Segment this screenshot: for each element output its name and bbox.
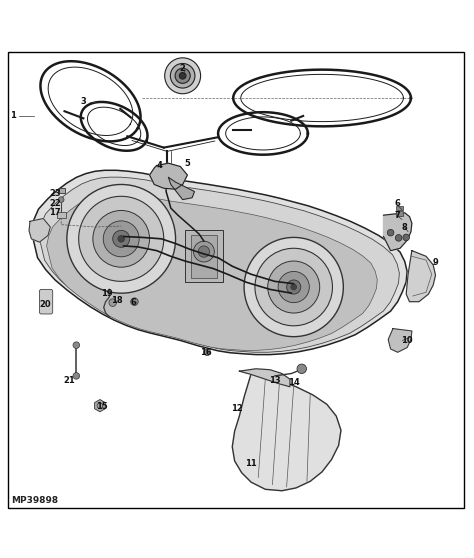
Bar: [396, 211, 403, 216]
Bar: [57, 212, 66, 218]
Polygon shape: [46, 194, 377, 350]
Text: 2: 2: [180, 64, 186, 73]
FancyBboxPatch shape: [39, 290, 53, 314]
Bar: [191, 235, 217, 277]
Circle shape: [268, 261, 319, 313]
Text: 14: 14: [288, 378, 300, 387]
Polygon shape: [39, 177, 400, 352]
Text: MP39898: MP39898: [11, 496, 58, 505]
Text: 6: 6: [395, 199, 401, 208]
Text: 17: 17: [49, 208, 61, 217]
Circle shape: [297, 364, 307, 373]
Bar: [185, 230, 223, 282]
Polygon shape: [388, 329, 412, 352]
Polygon shape: [150, 163, 187, 189]
Circle shape: [175, 68, 190, 83]
Polygon shape: [168, 177, 194, 200]
Text: 23: 23: [49, 189, 61, 199]
Text: 13: 13: [269, 376, 281, 385]
Text: 19: 19: [101, 288, 113, 297]
Circle shape: [103, 221, 139, 257]
Text: 15: 15: [96, 402, 108, 411]
Polygon shape: [383, 213, 412, 251]
Text: 4: 4: [156, 161, 162, 170]
Circle shape: [198, 246, 210, 257]
Polygon shape: [29, 219, 50, 242]
Bar: [59, 188, 65, 194]
Circle shape: [131, 298, 138, 305]
Circle shape: [291, 284, 297, 290]
Circle shape: [278, 271, 310, 302]
Polygon shape: [239, 369, 290, 387]
Circle shape: [244, 237, 343, 336]
Text: 22: 22: [49, 199, 61, 208]
Circle shape: [403, 234, 410, 240]
Text: 18: 18: [110, 296, 122, 305]
Text: 9: 9: [433, 258, 438, 267]
Text: 21: 21: [64, 376, 75, 385]
Text: 10: 10: [401, 336, 413, 345]
Polygon shape: [232, 373, 341, 490]
Circle shape: [73, 342, 80, 349]
Text: 1: 1: [9, 112, 16, 121]
Circle shape: [204, 349, 210, 355]
Circle shape: [79, 196, 164, 281]
Text: 11: 11: [246, 459, 257, 468]
Text: 12: 12: [231, 405, 243, 413]
Circle shape: [179, 73, 186, 79]
Circle shape: [118, 235, 125, 242]
Text: 5: 5: [184, 158, 191, 168]
Text: 16: 16: [201, 348, 212, 357]
Text: 20: 20: [40, 301, 51, 310]
Text: 3: 3: [81, 97, 86, 106]
Circle shape: [73, 373, 80, 379]
Circle shape: [193, 241, 214, 262]
Circle shape: [287, 280, 301, 294]
Circle shape: [58, 197, 64, 203]
Polygon shape: [31, 170, 407, 355]
Circle shape: [387, 229, 394, 236]
Circle shape: [395, 234, 402, 241]
Circle shape: [93, 210, 150, 267]
Circle shape: [67, 185, 175, 293]
Circle shape: [170, 64, 195, 88]
Polygon shape: [406, 251, 436, 302]
Circle shape: [113, 230, 130, 247]
Bar: [396, 206, 403, 210]
Text: 6: 6: [130, 298, 136, 307]
Circle shape: [164, 58, 201, 94]
Text: 7: 7: [395, 211, 401, 220]
Text: 8: 8: [402, 223, 408, 232]
Circle shape: [255, 248, 332, 326]
Circle shape: [109, 299, 117, 306]
